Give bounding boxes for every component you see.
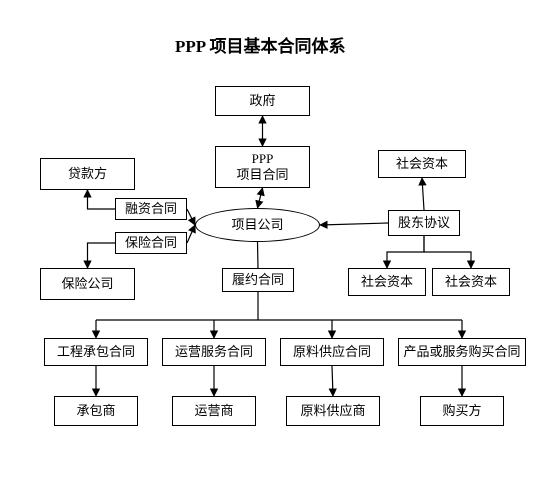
node-shareh: 股东协议 xyxy=(388,210,460,236)
node-gov: 政府 xyxy=(215,86,310,116)
node-finance: 融资合同 xyxy=(115,198,187,220)
node-ops2: 运营商 xyxy=(172,396,256,426)
node-insure_c: 保险合同 xyxy=(115,232,187,254)
node-ppp: PPP 项目合同 xyxy=(215,146,310,188)
node-supply: 原料供应合同 xyxy=(280,338,384,366)
node-purchase: 产品或服务购买合同 xyxy=(398,338,526,366)
node-eng2: 承包商 xyxy=(54,396,138,426)
node-lender: 贷款方 xyxy=(40,158,135,190)
diagram-title: PPP 项目基本合同体系 xyxy=(175,32,345,57)
node-cap1: 社会资本 xyxy=(378,150,466,178)
diagram-canvas: PPP 项目基本合同体系政府 PPP 项目合同项目公司 贷款方融资合同保险合同保险公… xyxy=(0,0,535,500)
node-purchase2: 购买方 xyxy=(420,396,504,426)
node-eng: 工程承包合同 xyxy=(44,338,148,366)
node-company: 项目公司 xyxy=(195,208,320,242)
node-cap2: 社会资本 xyxy=(348,268,426,296)
node-cap3: 社会资本 xyxy=(432,268,510,296)
node-ops: 运营服务合同 xyxy=(162,338,266,366)
node-supply2: 原料供应商 xyxy=(286,396,380,426)
node-insurer: 保险公司 xyxy=(40,268,135,300)
node-perf: 履约合同 xyxy=(222,268,294,292)
